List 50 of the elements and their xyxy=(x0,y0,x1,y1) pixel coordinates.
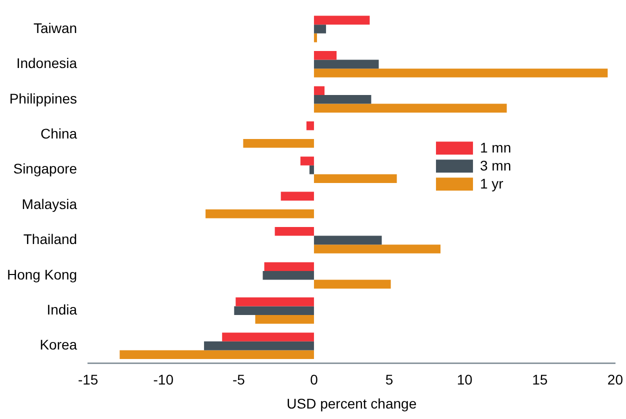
legend-label: 1 mn xyxy=(480,140,512,156)
bar xyxy=(314,280,391,289)
y-tick-label: China xyxy=(40,125,78,142)
bar xyxy=(314,244,440,254)
y-tick-label: Philippines xyxy=(9,90,78,106)
bar xyxy=(280,192,314,201)
x-axis-title: USD percent change xyxy=(286,395,417,412)
bar xyxy=(314,104,507,113)
x-tick-label: 15 xyxy=(532,372,548,388)
bar xyxy=(309,165,314,174)
x-tick-label: 20 xyxy=(607,372,624,388)
x-tick-label: 5 xyxy=(385,372,394,388)
bar xyxy=(262,271,314,280)
bar xyxy=(314,68,608,78)
y-tick-label: India xyxy=(46,301,78,318)
bar xyxy=(206,209,314,218)
bar xyxy=(306,121,314,130)
legend-label: 3 mn xyxy=(480,158,512,174)
bar xyxy=(222,332,314,342)
bar xyxy=(314,236,382,245)
bar xyxy=(274,227,314,236)
bar xyxy=(243,139,314,148)
y-tick-label: Hong Kong xyxy=(6,266,78,282)
y-tick-label: Malaysia xyxy=(22,196,78,212)
bar xyxy=(300,156,314,166)
x-tick-label: -5 xyxy=(232,372,246,388)
bar xyxy=(314,16,370,25)
y-tick-label: Indonesia xyxy=(16,55,78,72)
bar xyxy=(236,297,314,306)
bar xyxy=(314,174,397,183)
y-tick-label: Korea xyxy=(40,336,78,353)
legend-label: 1 yr xyxy=(480,176,504,192)
bar xyxy=(314,60,379,69)
bar xyxy=(314,24,326,34)
bar xyxy=(314,95,372,104)
x-tick-label: 0 xyxy=(310,372,318,388)
y-tick-label: Thailand xyxy=(23,231,78,248)
bar xyxy=(234,306,314,315)
y-tick-label: Singapore xyxy=(13,160,78,177)
bar xyxy=(264,262,314,271)
bar xyxy=(314,51,337,60)
bar xyxy=(255,315,314,324)
bar xyxy=(314,86,325,95)
bar xyxy=(314,33,317,42)
bar xyxy=(120,350,314,359)
x-tick-label: -15 xyxy=(78,372,98,388)
x-tick-label: -10 xyxy=(153,372,174,388)
x-tick-label: 10 xyxy=(456,372,473,388)
bar xyxy=(204,341,314,350)
y-tick-label: Taiwan xyxy=(33,20,78,36)
